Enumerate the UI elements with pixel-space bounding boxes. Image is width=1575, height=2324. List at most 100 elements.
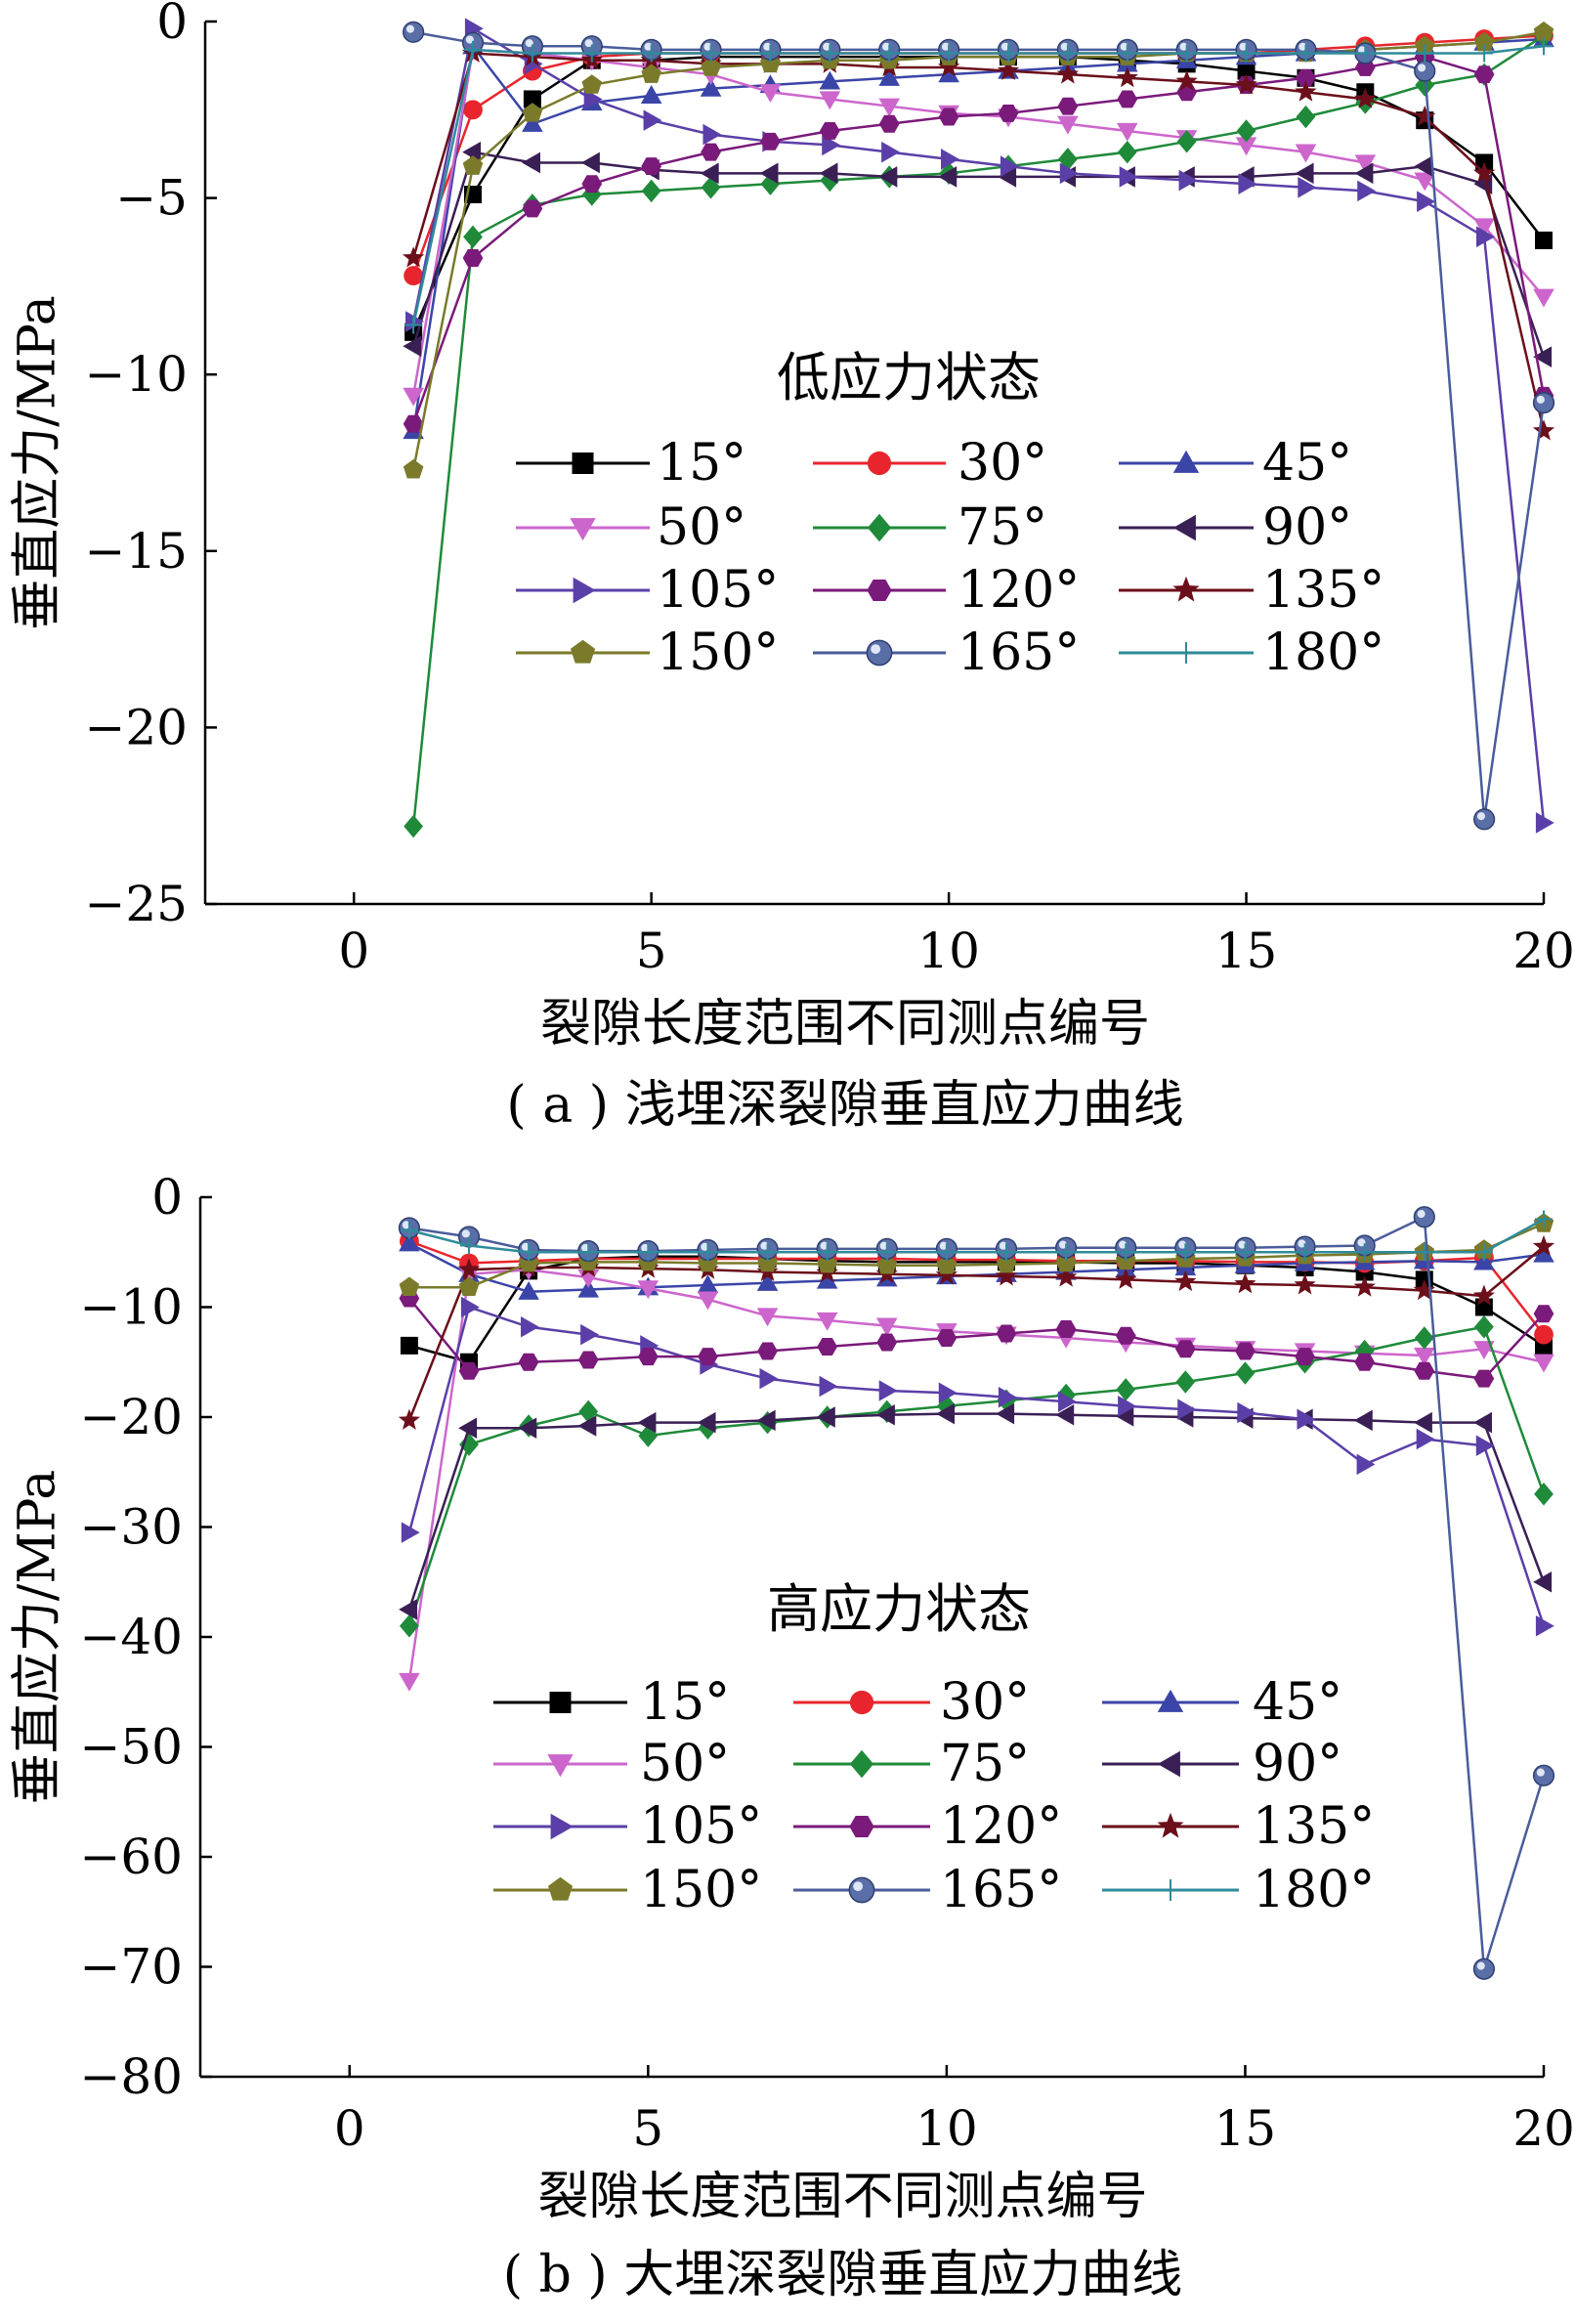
data-point <box>400 1336 418 1355</box>
legend-label: 15° <box>657 434 746 493</box>
data-point <box>1117 90 1138 108</box>
data-point <box>458 1361 480 1380</box>
data-point <box>1535 37 1553 56</box>
legend-marker <box>1172 576 1200 602</box>
legend-entry: 90° <box>1102 1735 1342 1793</box>
data-point <box>1416 44 1434 63</box>
data-point <box>1176 130 1197 153</box>
data-point <box>1357 180 1377 202</box>
data-point <box>878 114 900 133</box>
data-point <box>1472 1284 1496 1306</box>
x-tick-label: 5 <box>636 923 667 979</box>
data-point <box>399 1232 420 1252</box>
data-point <box>1058 44 1077 63</box>
data-point <box>1174 1340 1196 1358</box>
data-point <box>1473 1341 1495 1360</box>
y-tick-label: 0 <box>151 1169 183 1226</box>
data-point <box>1416 1428 1435 1450</box>
y-tick-label: −80 <box>79 2048 183 2105</box>
data-point <box>1055 1320 1077 1338</box>
data-point <box>1115 1405 1134 1427</box>
data-point <box>403 414 424 433</box>
data-point <box>637 1348 659 1366</box>
legend-title: 高应力状态 <box>767 1578 1031 1640</box>
series-line <box>411 55 1546 425</box>
series-180deg <box>404 37 1553 334</box>
data-point <box>1235 1342 1256 1360</box>
data-point <box>1353 1275 1376 1297</box>
data-point <box>460 1236 478 1255</box>
data-point <box>518 1417 537 1440</box>
data-point <box>580 151 600 174</box>
data-point <box>697 1411 716 1434</box>
data-point <box>997 59 1020 81</box>
data-point <box>582 44 601 63</box>
data-point <box>1417 191 1436 213</box>
data-point <box>1057 115 1079 135</box>
data-point <box>878 98 901 117</box>
legend-entry: 105° <box>516 561 779 620</box>
data-point <box>401 1522 420 1543</box>
data-point <box>819 162 838 185</box>
x-tick-label: 15 <box>1215 923 1278 979</box>
legend-entry: 150° <box>516 624 779 682</box>
legend-label: 75° <box>958 498 1047 557</box>
data-point <box>463 100 483 120</box>
data-point <box>523 90 541 108</box>
data-point <box>522 112 543 132</box>
legend-entry: 120° <box>813 561 1080 620</box>
data-point <box>1354 154 1377 174</box>
data-point <box>1117 1243 1135 1262</box>
data-point <box>399 1614 419 1638</box>
data-point <box>460 1296 480 1318</box>
y-axis-label: 垂直应力/MPa <box>9 1470 67 1804</box>
data-point <box>819 1375 838 1398</box>
data-point <box>1237 1401 1256 1424</box>
data-point <box>1473 1315 1494 1339</box>
data-point <box>642 44 660 63</box>
data-point <box>1178 169 1198 192</box>
series-line <box>411 45 1545 325</box>
data-point <box>1236 119 1256 143</box>
data-point <box>759 162 779 185</box>
legend-entry: 105° <box>493 1797 762 1856</box>
legend-label: 50° <box>640 1735 730 1793</box>
data-point <box>1414 60 1436 82</box>
data-point <box>1413 1278 1435 1301</box>
data-point <box>579 1243 598 1262</box>
legend-marker <box>570 518 596 541</box>
data-point <box>577 1415 597 1437</box>
data-point <box>1295 80 1317 102</box>
data-point <box>1356 44 1375 63</box>
data-point <box>1532 391 1555 414</box>
data-point <box>1535 812 1554 834</box>
legend-marker <box>573 577 596 604</box>
figure-caption: ( a ) 浅埋深裂隙垂直应力曲线 <box>506 1076 1183 1135</box>
y-tick-label: −60 <box>79 1829 183 1885</box>
data-point <box>462 141 482 163</box>
data-point <box>1296 68 1316 87</box>
legend-label: 150° <box>640 1861 762 1919</box>
series-line <box>411 52 1546 432</box>
y-tick-label: −5 <box>115 170 188 227</box>
data-point <box>521 1315 539 1338</box>
data-point <box>1295 1348 1315 1366</box>
data-point <box>403 458 424 479</box>
data-point <box>1476 226 1495 248</box>
data-point <box>1294 1273 1316 1295</box>
figure-caption: ( b ) 大埋深裂隙垂直应力曲线 <box>503 2246 1182 2304</box>
y-tick-label: −15 <box>84 523 188 580</box>
data-point <box>1533 22 1554 41</box>
data-point <box>1533 1354 1554 1373</box>
data-point <box>760 132 781 151</box>
data-point <box>1000 44 1017 63</box>
data-point <box>1414 1326 1434 1350</box>
legend-label: 45° <box>1262 434 1352 493</box>
legend-marker <box>1160 1879 1181 1901</box>
data-point <box>1237 44 1256 63</box>
legend-label: 75° <box>940 1735 1030 1793</box>
data-point <box>759 84 782 104</box>
series-150deg <box>399 1213 1554 1296</box>
chart-panel-a: 0 5 10 15 20 0 −5 −10 −15 −20 −25 裂隙长度范围不同测点编号 垂直应力/… <box>9 0 1575 1135</box>
legend-marker <box>547 1754 574 1778</box>
